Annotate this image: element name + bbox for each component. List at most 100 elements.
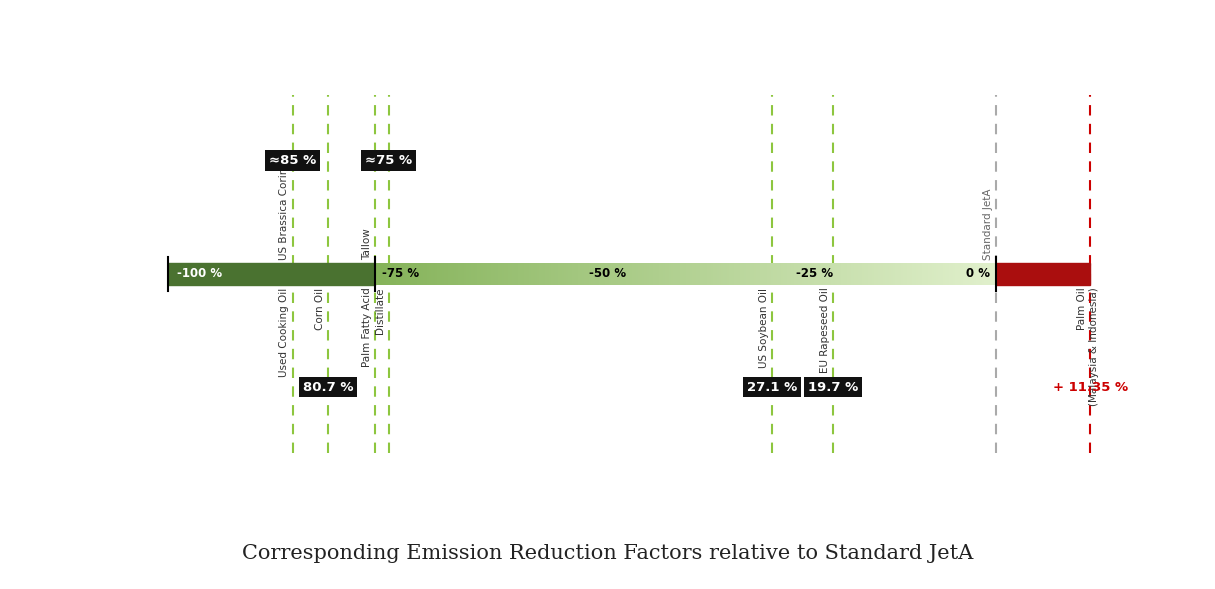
Bar bbox=[955, 263, 957, 284]
Bar bbox=[897, 263, 899, 284]
Bar bbox=[717, 263, 719, 284]
Text: + 11.35 %: + 11.35 % bbox=[1053, 380, 1128, 394]
Bar bbox=[541, 263, 543, 284]
Bar bbox=[940, 263, 943, 284]
Bar bbox=[808, 263, 810, 284]
Bar bbox=[982, 263, 984, 284]
Bar bbox=[966, 263, 967, 284]
Bar bbox=[425, 263, 428, 284]
Bar bbox=[787, 263, 790, 284]
Bar bbox=[990, 263, 993, 284]
Bar bbox=[793, 263, 796, 284]
Bar bbox=[738, 263, 740, 284]
Bar bbox=[529, 263, 531, 284]
Bar bbox=[860, 263, 861, 284]
Bar bbox=[375, 263, 378, 284]
Bar bbox=[920, 263, 922, 284]
Bar bbox=[597, 263, 599, 284]
Bar bbox=[806, 263, 808, 284]
Text: US Soybean Oil: US Soybean Oil bbox=[758, 287, 769, 368]
Bar bbox=[791, 263, 793, 284]
Bar bbox=[616, 263, 617, 284]
Bar bbox=[672, 263, 673, 284]
Bar bbox=[669, 263, 672, 284]
Text: EU Rapeseed Oil: EU Rapeseed Oil bbox=[820, 287, 830, 373]
Bar bbox=[914, 263, 916, 284]
Bar bbox=[567, 263, 570, 284]
Bar bbox=[603, 263, 605, 284]
Bar bbox=[601, 263, 603, 284]
Bar bbox=[885, 263, 887, 284]
Bar bbox=[437, 263, 440, 284]
Bar bbox=[414, 263, 417, 284]
Bar bbox=[864, 263, 866, 284]
Bar bbox=[910, 263, 911, 284]
Bar bbox=[623, 263, 626, 284]
Bar bbox=[441, 263, 443, 284]
Bar bbox=[423, 263, 425, 284]
Bar bbox=[595, 263, 597, 284]
Bar bbox=[392, 263, 394, 284]
Bar bbox=[532, 263, 535, 284]
Bar bbox=[764, 263, 767, 284]
Bar bbox=[649, 263, 651, 284]
Bar bbox=[944, 263, 946, 284]
Bar bbox=[953, 263, 955, 284]
Bar bbox=[514, 263, 516, 284]
Bar bbox=[923, 263, 926, 284]
Bar bbox=[684, 263, 686, 284]
Bar bbox=[454, 263, 456, 284]
Bar bbox=[978, 263, 979, 284]
Bar bbox=[520, 263, 522, 284]
Bar bbox=[485, 263, 487, 284]
Bar bbox=[902, 263, 903, 284]
Bar bbox=[881, 263, 882, 284]
Bar bbox=[473, 263, 475, 284]
Bar bbox=[512, 263, 514, 284]
Bar bbox=[711, 263, 713, 284]
Bar bbox=[820, 263, 823, 284]
Bar bbox=[552, 263, 553, 284]
Bar bbox=[932, 263, 934, 284]
Bar bbox=[729, 263, 731, 284]
Bar bbox=[847, 263, 849, 284]
Text: 27.1 %: 27.1 % bbox=[747, 380, 797, 394]
Bar bbox=[840, 263, 841, 284]
Bar bbox=[493, 263, 496, 284]
Bar bbox=[652, 263, 655, 284]
Bar bbox=[875, 263, 876, 284]
Bar bbox=[735, 263, 738, 284]
Bar bbox=[570, 263, 572, 284]
Bar bbox=[491, 263, 493, 284]
Bar bbox=[428, 263, 429, 284]
Bar bbox=[510, 263, 512, 284]
Bar bbox=[560, 263, 561, 284]
Bar bbox=[728, 263, 729, 284]
Bar bbox=[911, 263, 914, 284]
Bar bbox=[396, 263, 399, 284]
Text: Standard JetA: Standard JetA bbox=[983, 188, 993, 260]
Text: Corn Oil: Corn Oil bbox=[315, 287, 324, 330]
Bar bbox=[976, 263, 978, 284]
Bar bbox=[903, 263, 905, 284]
Bar bbox=[417, 263, 419, 284]
Bar bbox=[522, 263, 525, 284]
Bar bbox=[539, 263, 541, 284]
Bar bbox=[581, 263, 582, 284]
Bar bbox=[399, 263, 400, 284]
Text: -75 %: -75 % bbox=[382, 267, 419, 280]
Bar bbox=[835, 263, 837, 284]
Text: ≈75 %: ≈75 % bbox=[364, 154, 412, 167]
Bar bbox=[502, 263, 504, 284]
Bar bbox=[740, 263, 742, 284]
Bar bbox=[814, 263, 816, 284]
Bar bbox=[750, 263, 752, 284]
Bar bbox=[475, 263, 476, 284]
Bar bbox=[564, 263, 566, 284]
Bar bbox=[531, 263, 532, 284]
Bar bbox=[587, 263, 588, 284]
Bar bbox=[458, 263, 460, 284]
Bar bbox=[549, 263, 552, 284]
Bar bbox=[638, 263, 640, 284]
Text: 80.7 %: 80.7 % bbox=[303, 380, 354, 394]
